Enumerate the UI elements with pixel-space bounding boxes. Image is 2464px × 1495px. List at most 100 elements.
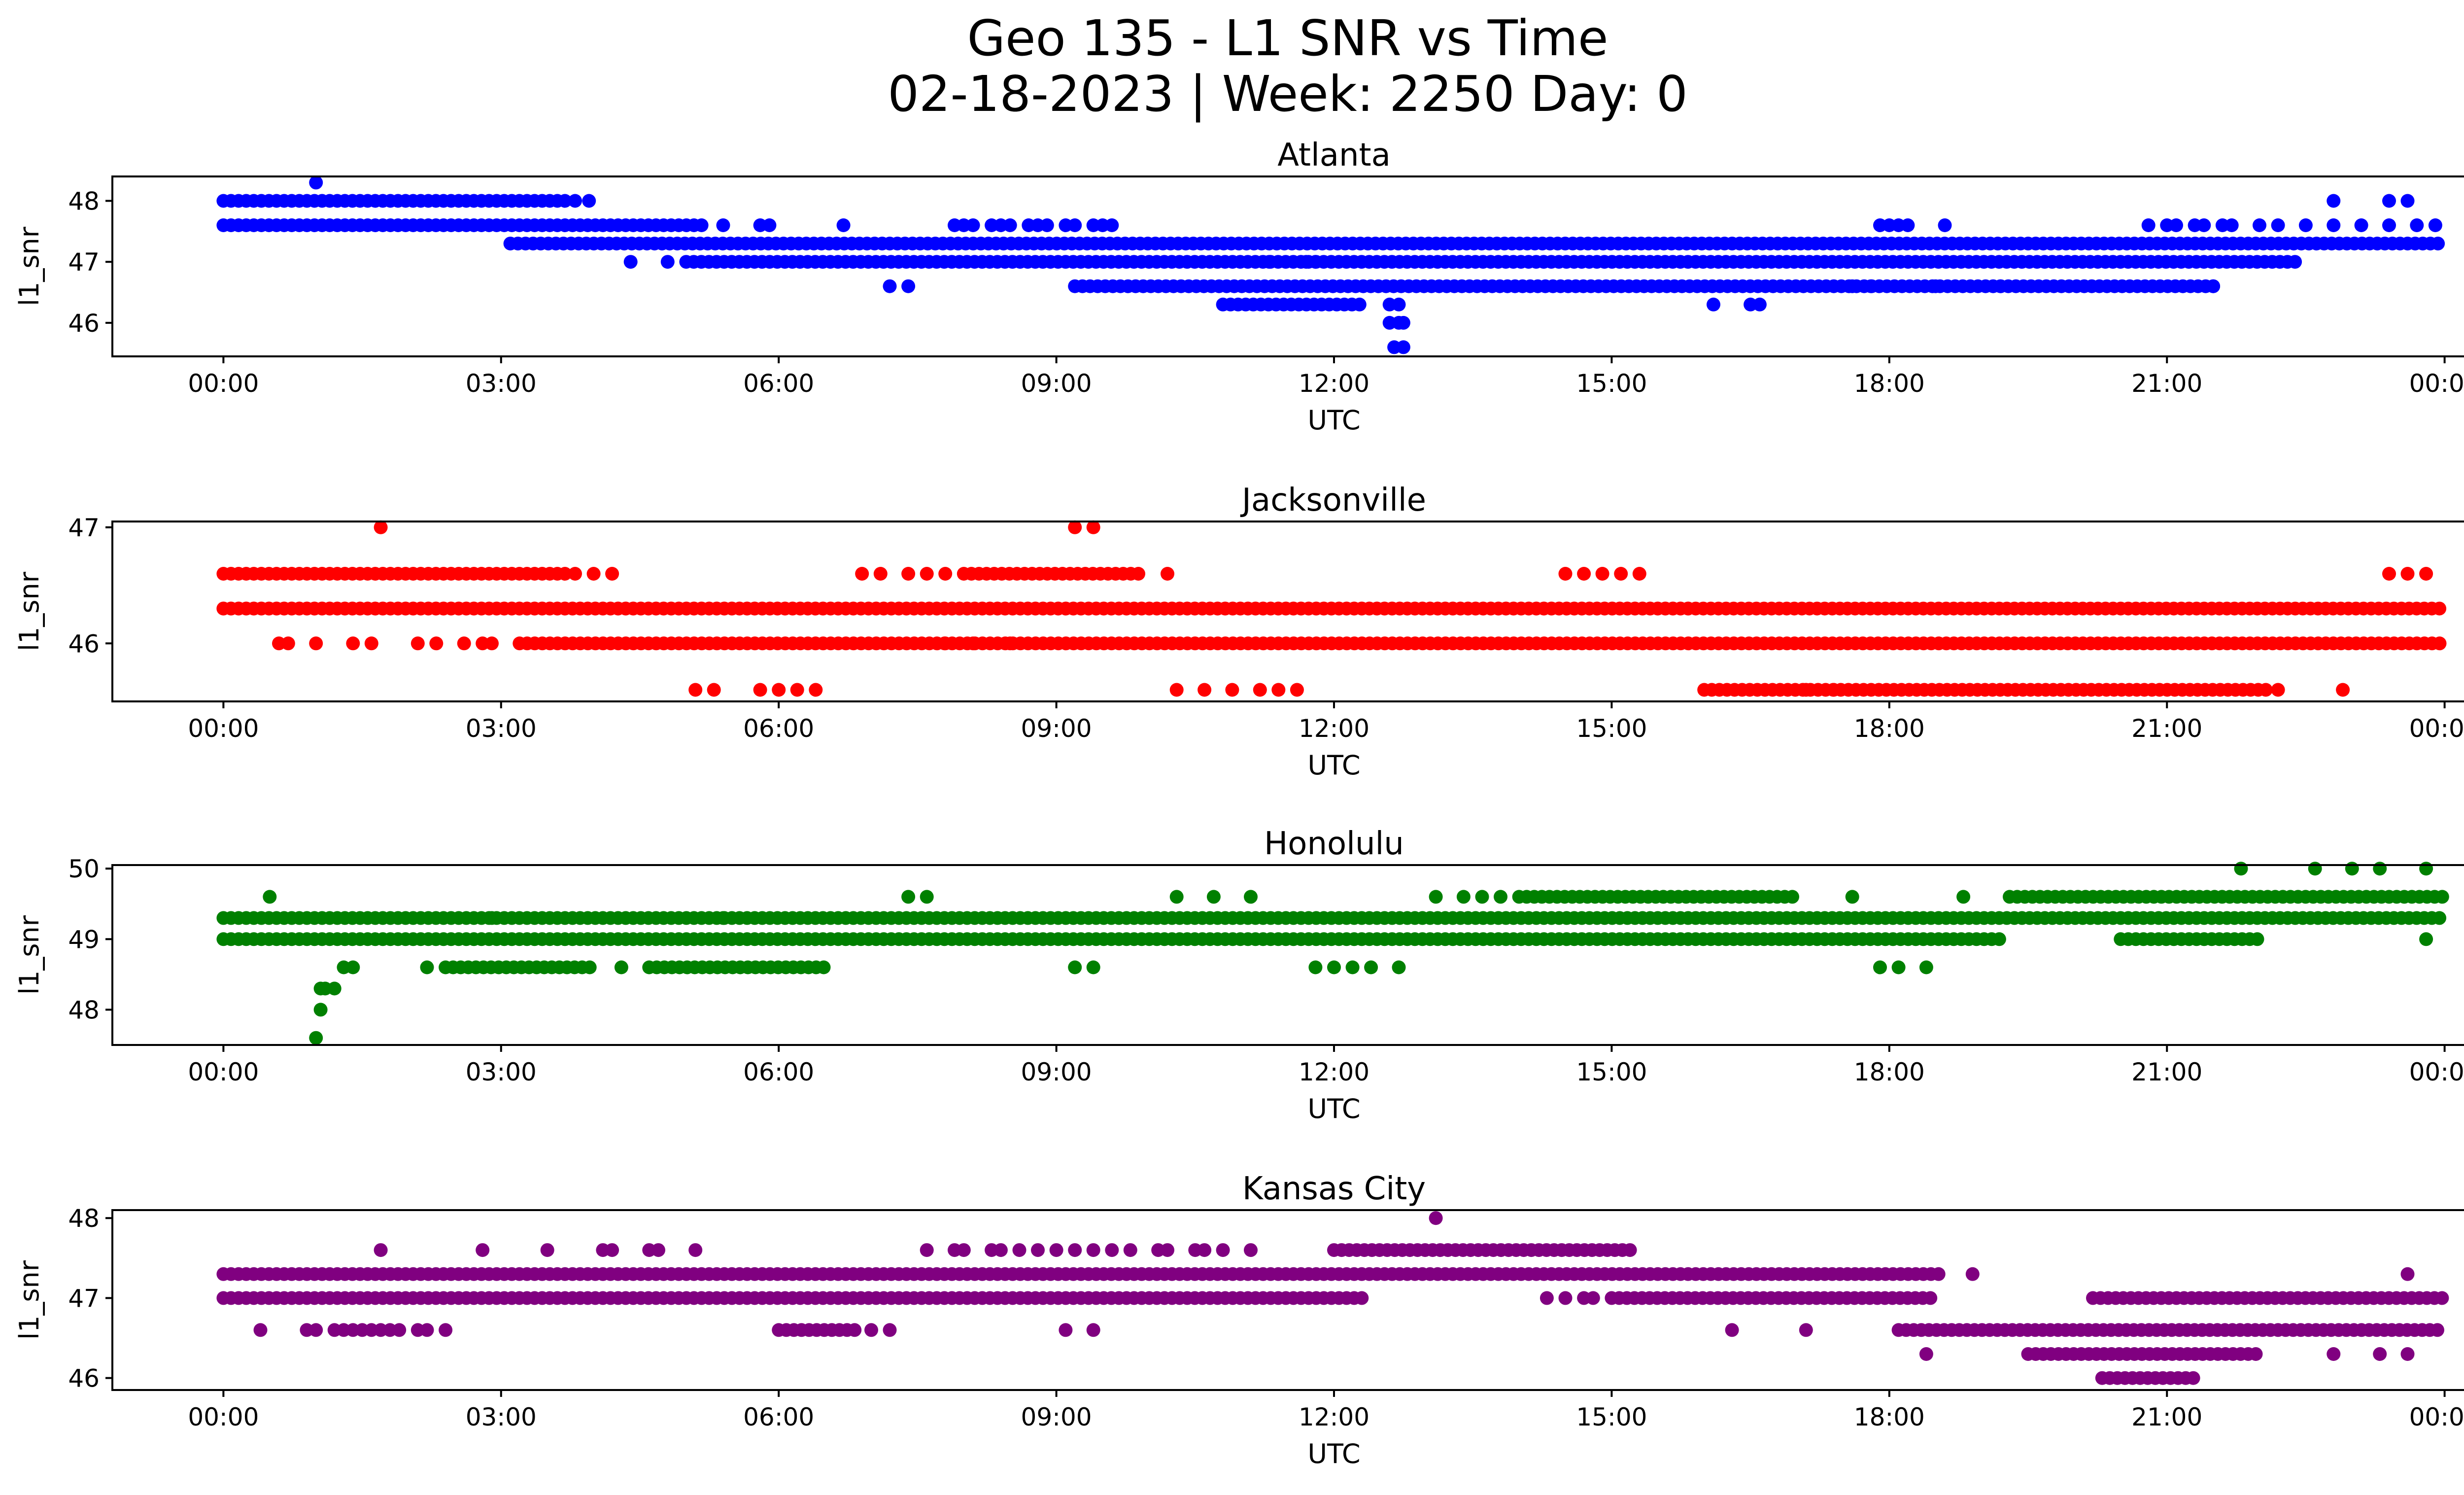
x-tick-label: 03:00 [466, 369, 537, 398]
y-tick-label: 49 [68, 925, 100, 954]
data-point [694, 218, 709, 232]
data-point [790, 683, 804, 697]
data-point [716, 218, 730, 232]
x-tick-label: 15:00 [1576, 1403, 1647, 1431]
x-tick-label: 15:00 [1576, 369, 1647, 398]
subplot-title: Kansas City [1242, 1171, 1426, 1207]
data-point [1031, 1243, 1045, 1257]
x-tick-label: 15:00 [1576, 714, 1647, 743]
figure-title-line1: Geo 135 - L1 SNR vs Time [967, 9, 1608, 67]
data-point [1105, 218, 1119, 232]
data-point [614, 960, 628, 974]
data-point [651, 1243, 665, 1257]
data-point [1352, 297, 1367, 312]
data-point [1845, 890, 1859, 904]
x-tick-label: 12:00 [1299, 714, 1369, 743]
data-point [1623, 1243, 1637, 1257]
data-point [1992, 932, 2006, 946]
data-point [327, 981, 342, 996]
data-point [716, 911, 730, 925]
data-point [1040, 218, 1054, 232]
y-axis-label: l1_snr [14, 571, 45, 651]
data-point [873, 567, 888, 581]
data-point [2382, 218, 2396, 232]
data-point [1396, 340, 1410, 354]
data-point [2435, 890, 2449, 904]
data-point [1429, 1211, 1443, 1225]
data-point [1707, 297, 1720, 312]
data-point [263, 890, 277, 904]
data-point [1068, 960, 1082, 974]
data-point [1891, 960, 1906, 974]
x-tick-label: 03:00 [466, 1058, 537, 1086]
x-tick-label: 09:00 [1021, 1058, 1092, 1086]
data-point [1923, 1291, 1938, 1305]
data-point [855, 567, 869, 581]
data-point [1345, 960, 1360, 974]
data-point [1131, 567, 1145, 581]
data-point [1558, 1291, 1573, 1305]
data-point [1012, 1243, 1027, 1257]
x-tick-label: 00:00 [2409, 369, 2464, 398]
y-tick-label: 48 [68, 187, 100, 215]
data-point [313, 1003, 328, 1017]
x-tick-label: 18:00 [1854, 714, 1925, 743]
x-tick-label: 18:00 [1854, 1058, 1925, 1086]
data-point [1308, 255, 1323, 269]
data-point [1059, 1323, 1073, 1337]
data-point [2428, 218, 2442, 232]
data-point [1494, 890, 1507, 904]
y-tick-label: 46 [68, 629, 100, 658]
data-point [920, 890, 934, 904]
data-point [1785, 890, 1799, 904]
data-point [1068, 218, 1082, 232]
data-point [1614, 567, 1628, 581]
data-point [1244, 1243, 1258, 1257]
data-point [1161, 567, 1174, 581]
subplot-title: Atlanta [1277, 137, 1391, 174]
data-point [605, 567, 619, 581]
data-point [762, 218, 777, 232]
x-tick-label: 00:00 [188, 369, 259, 398]
data-point [1827, 683, 1841, 697]
data-point [957, 1243, 971, 1257]
data-point [864, 1323, 878, 1337]
x-tick-label: 12:00 [1299, 369, 1369, 398]
data-point [1206, 890, 1221, 904]
x-axis-label: UTC [1307, 750, 1360, 781]
x-tick-label: 18:00 [1854, 1403, 1925, 1431]
data-point [2400, 1347, 2415, 1361]
data-point [346, 960, 360, 974]
data-point [1086, 1323, 1100, 1337]
data-point [558, 567, 572, 581]
x-tick-label: 21:00 [2131, 714, 2202, 743]
data-point [2430, 1323, 2444, 1337]
x-axis-label: UTC [1307, 405, 1360, 436]
data-point [1308, 960, 1323, 974]
x-tick-label: 15:00 [1576, 1058, 1647, 1086]
data-point [1068, 1243, 1082, 1257]
data-point [2336, 683, 2350, 697]
y-tick-label: 47 [68, 1284, 100, 1313]
data-point [901, 279, 916, 293]
subplot-kansas-city: Kansas City 00:00 03:00 06:00 09:00 12:00 15:0… [14, 1171, 2464, 1469]
data-point [374, 1243, 388, 1257]
data-point [309, 1031, 323, 1045]
data-point [1392, 960, 1406, 974]
data-point [420, 1323, 434, 1337]
data-point [938, 567, 953, 581]
subplot-honolulu: Honolulu 00:00 03:00 06:00 09:00 12:00 15:00 18… [14, 826, 2464, 1124]
data-point [2141, 218, 2156, 232]
data-point [2327, 218, 2341, 232]
x-tick-label: 09:00 [1021, 1403, 1092, 1431]
x-tick-label: 00:00 [188, 1403, 259, 1431]
data-point [2308, 862, 2322, 876]
data-point [1632, 567, 1646, 581]
y-tick-label: 48 [68, 996, 100, 1024]
data-point [1931, 1267, 1946, 1281]
data-point [938, 636, 953, 651]
data-point [1244, 890, 1258, 904]
y-tick-label: 47 [68, 248, 100, 277]
data-point [688, 683, 703, 697]
data-point [364, 636, 378, 651]
